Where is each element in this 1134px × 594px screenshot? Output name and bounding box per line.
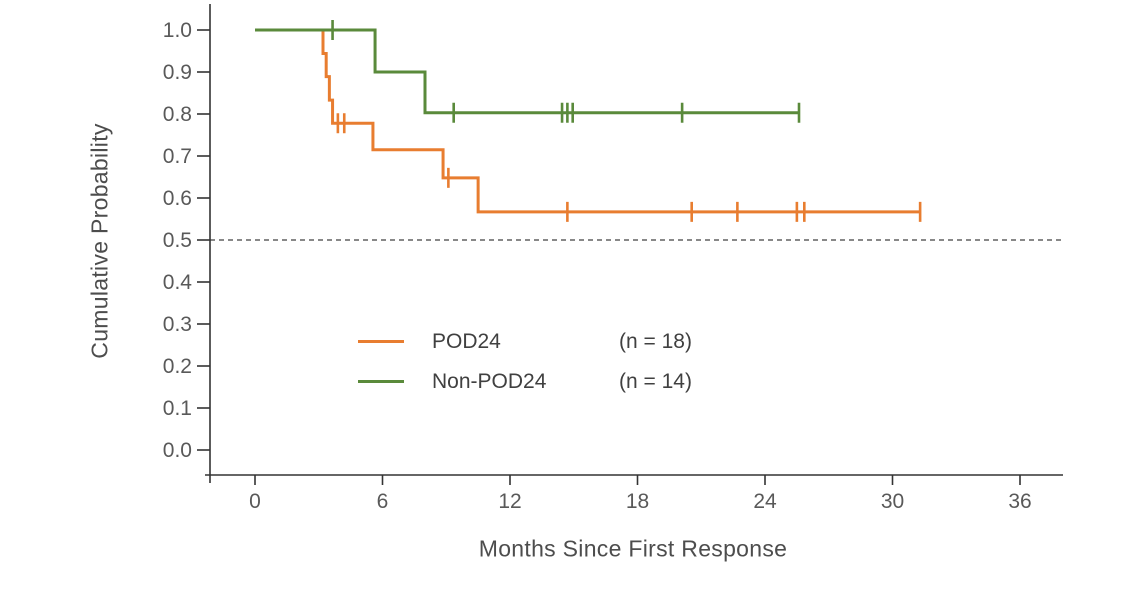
- legend-label-pod24: POD24: [432, 329, 501, 353]
- y-tick-label: 0.6: [163, 187, 192, 210]
- non-pod24-curve: [255, 28, 799, 115]
- y-tick-label: 0.4: [163, 271, 193, 294]
- x-tick-label: 6: [377, 490, 389, 513]
- y-tick-label: 1.0: [163, 19, 192, 42]
- legend-label-non-pod24: Non-POD24: [432, 369, 547, 393]
- legend-count-pod24: (n = 18): [619, 329, 692, 353]
- y-tick-label: 0.9: [163, 61, 192, 84]
- legend-item-pod24: POD24 (n = 18): [358, 328, 692, 355]
- legend-item-non-pod24: Non-POD24 (n = 14): [358, 368, 692, 395]
- x-axis-title: Months Since First Response: [478, 535, 788, 562]
- x-tick-label: 36: [1008, 490, 1031, 513]
- pod24-curve: [255, 28, 921, 214]
- y-tick-label: 0.0: [163, 439, 192, 462]
- y-tick-label: 0.7: [163, 145, 192, 168]
- x-tick-label: 30: [881, 490, 904, 513]
- pod24-line-swatch: [358, 340, 404, 343]
- y-tick-label: 0.8: [163, 103, 192, 126]
- legend: POD24 (n = 18) Non-POD24 (n = 14): [358, 328, 692, 395]
- x-tick-label: 24: [753, 490, 777, 513]
- x-tick-label: 0: [249, 490, 261, 513]
- legend-count-non-pod24: (n = 14): [619, 369, 692, 393]
- x-tick-label: 18: [626, 490, 649, 513]
- x-tick-label: 12: [498, 490, 521, 513]
- y-tick-label: 0.1: [163, 397, 192, 420]
- y-tick-label: 0.2: [163, 355, 192, 378]
- y-tick-label: 0.3: [163, 313, 192, 336]
- y-tick-label: 0.5: [163, 229, 192, 252]
- non-pod24-line-swatch: [358, 380, 404, 383]
- y-axis-title: Cumulative Probability: [86, 123, 113, 359]
